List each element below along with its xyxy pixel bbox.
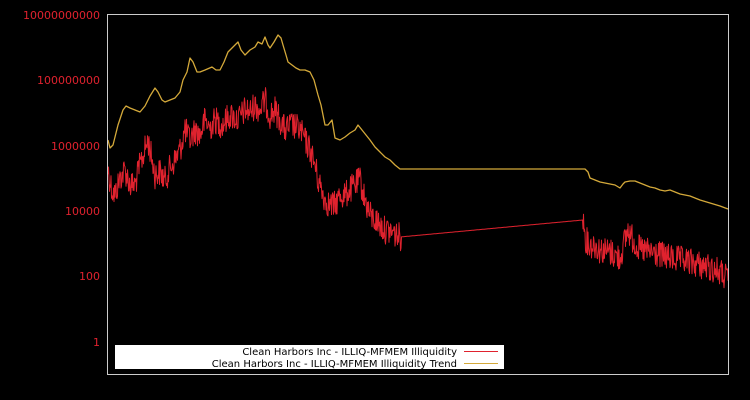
y-tick-label: 1000000 xyxy=(51,140,100,153)
y-tick-label: 10000 xyxy=(65,205,100,218)
legend-label-illiquidity-trend: Clean Harbors Inc - ILLIQ-MFMEM Illiquid… xyxy=(212,359,457,370)
plot-series xyxy=(107,34,729,289)
y-tick-label: 100 xyxy=(79,270,100,283)
legend-label-illiquidity: Clean Harbors Inc - ILLIQ-MFMEM Illiquid… xyxy=(242,347,457,358)
legend: Clean Harbors Inc - ILLIQ-MFMEM Illiquid… xyxy=(115,345,504,370)
y-axis-ticks: 10000000000 100000000 1000000 10000 100 … xyxy=(23,9,100,349)
y-tick-label: 10000000000 xyxy=(23,9,100,22)
legend-box xyxy=(115,345,504,369)
y-tick-label: 1 xyxy=(93,336,100,349)
plot-frame xyxy=(107,14,729,375)
y-tick-label: 100000000 xyxy=(37,74,100,87)
illiquidity-line xyxy=(107,87,729,289)
illiquidity-trend-line xyxy=(107,34,729,210)
